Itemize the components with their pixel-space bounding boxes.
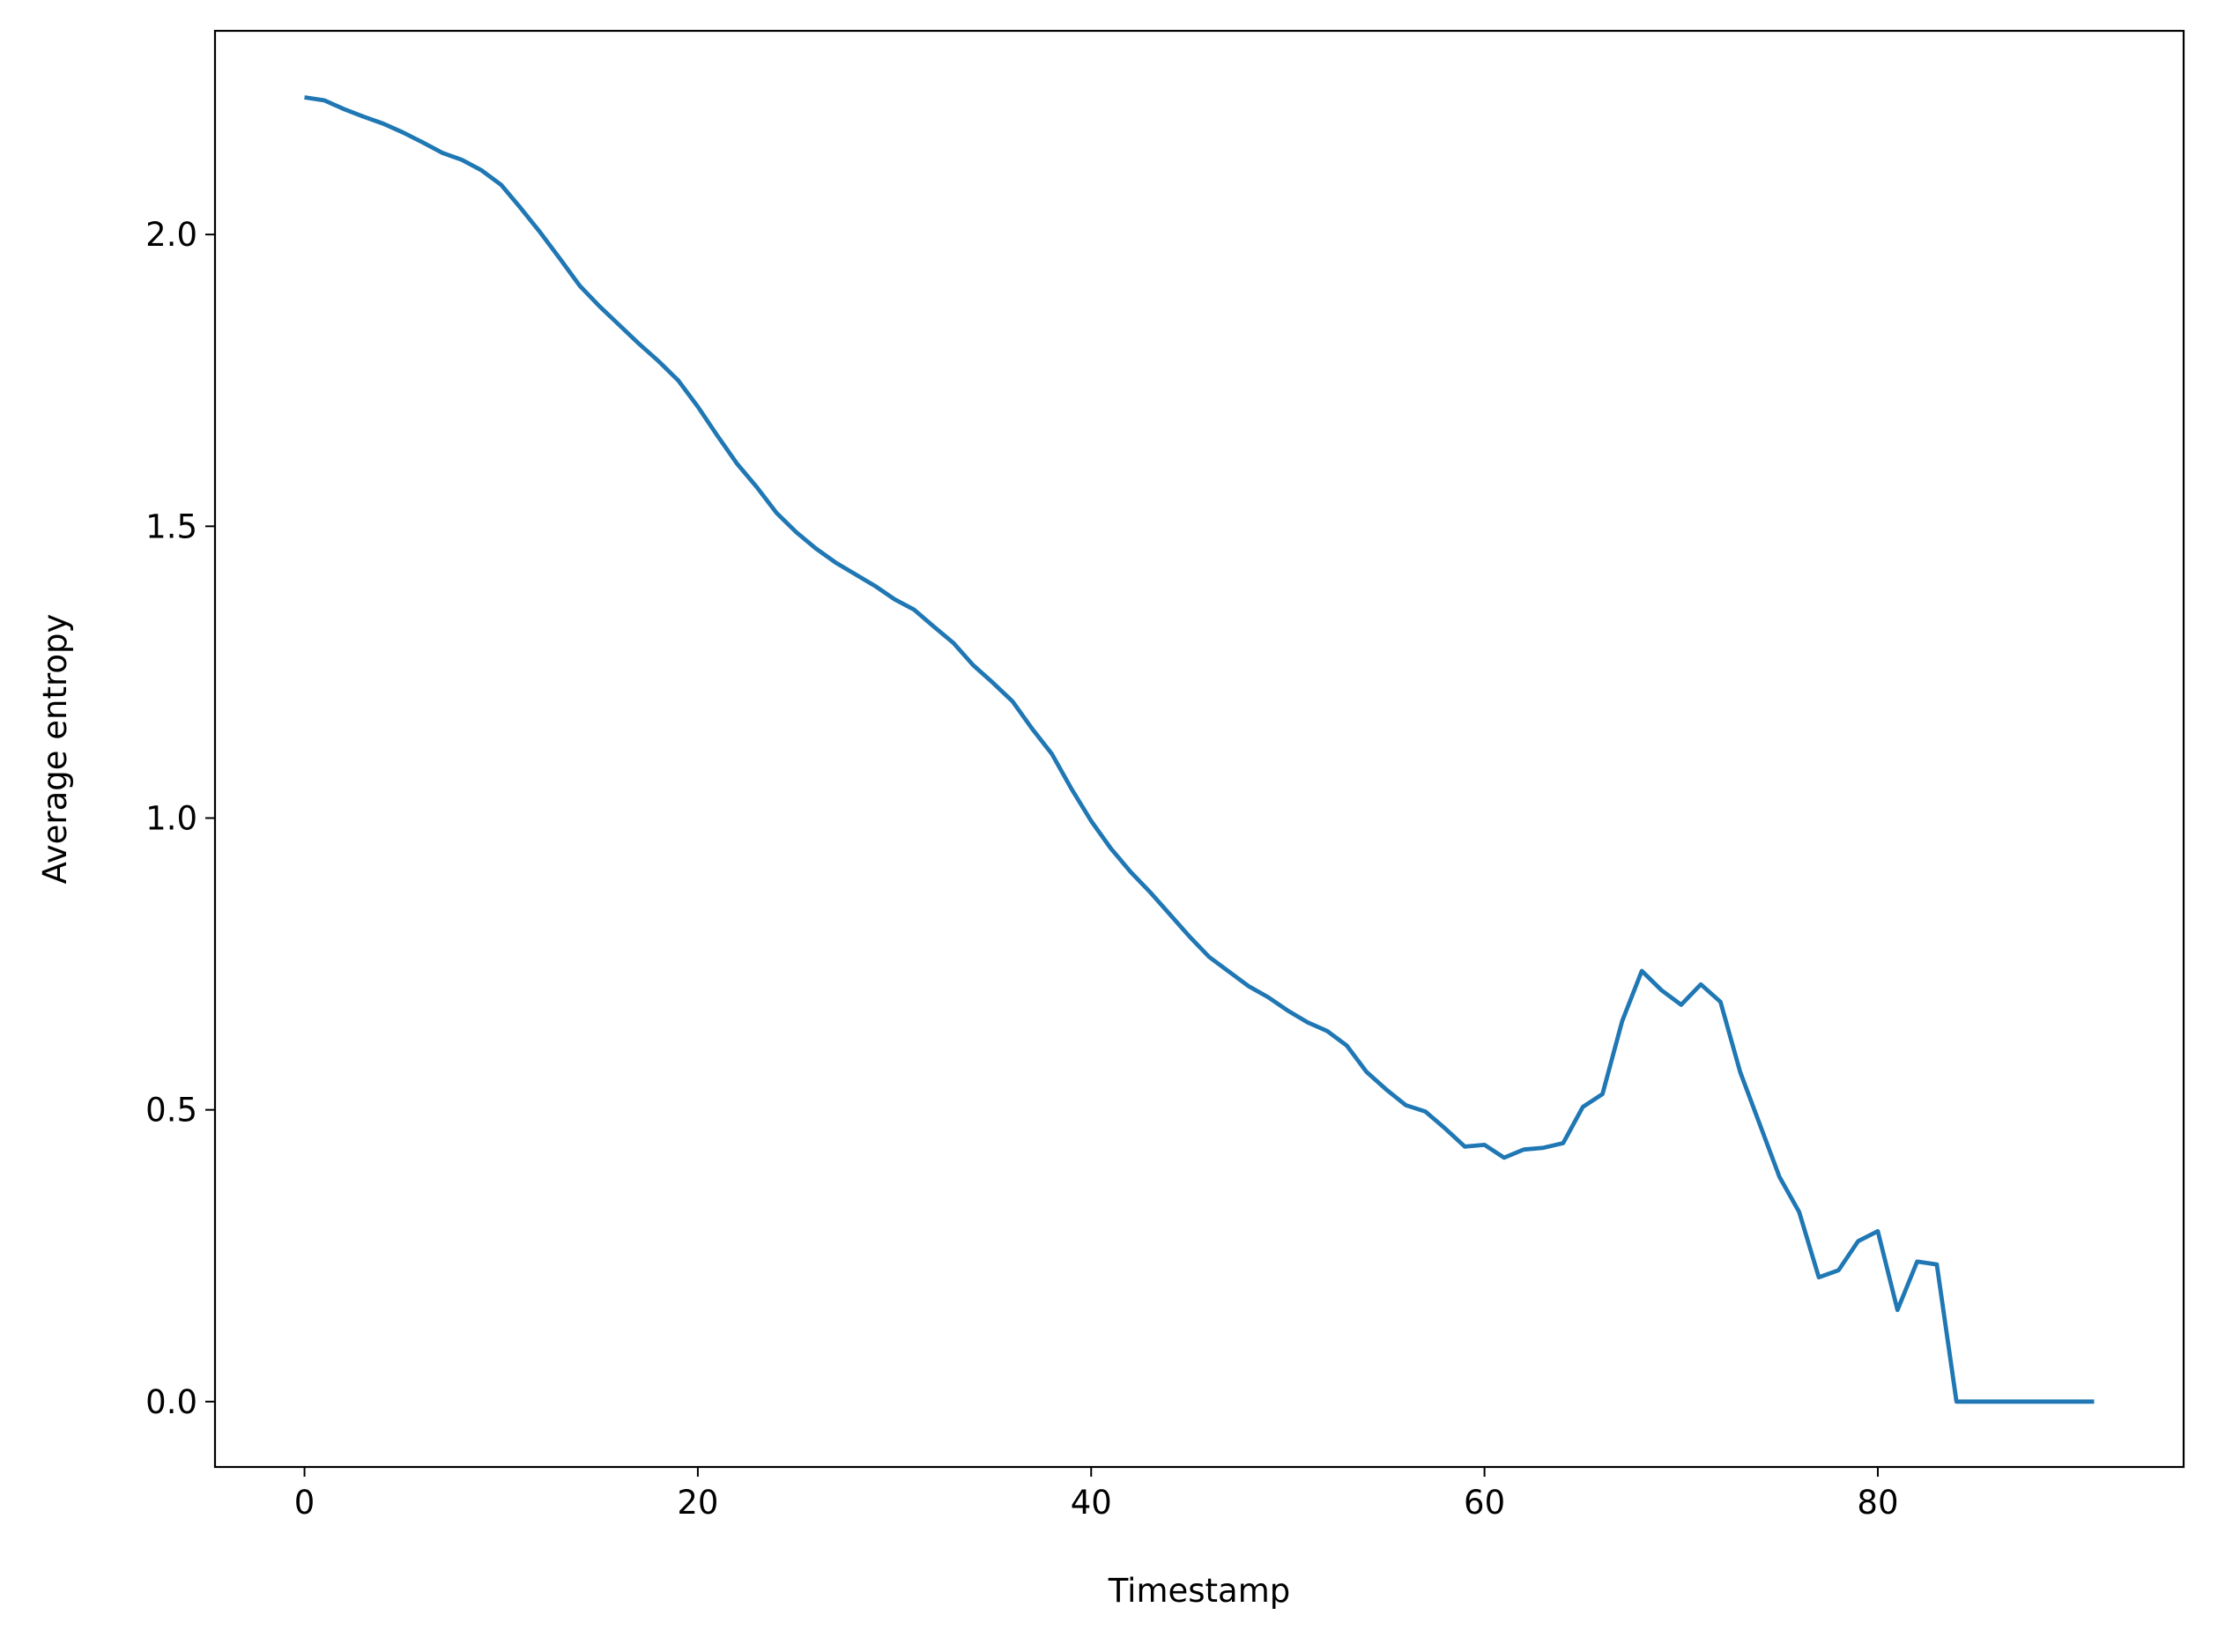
x-tick-label: 80 bbox=[1857, 1484, 1898, 1522]
x-axis-label: Timestamp bbox=[1108, 1572, 1291, 1610]
y-tick-label: 1.5 bbox=[145, 507, 197, 545]
y-axis-label: Average entropy bbox=[36, 614, 74, 885]
y-tick-label: 0.5 bbox=[145, 1092, 197, 1130]
x-tick-label: 0 bbox=[294, 1484, 315, 1522]
plot-frame bbox=[213, 29, 2185, 1469]
y-tick-label: 0.0 bbox=[145, 1383, 197, 1421]
x-tick-label: 40 bbox=[1071, 1484, 1112, 1522]
line bbox=[304, 95, 2095, 1404]
x-tick-label: 20 bbox=[677, 1484, 718, 1522]
y-tick-label: 2.0 bbox=[145, 216, 197, 254]
y-tick-label: 1.0 bbox=[145, 799, 197, 837]
x-tick-label: 60 bbox=[1464, 1484, 1505, 1522]
